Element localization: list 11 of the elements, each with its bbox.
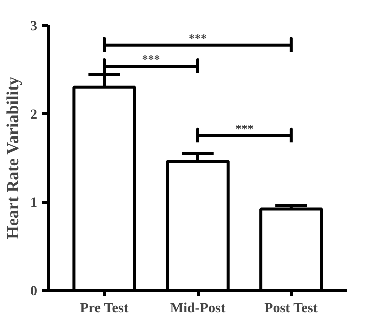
annotation: *** [189, 31, 207, 46]
y-tick-label: 1 [30, 196, 38, 212]
annotation: *** [142, 52, 160, 67]
x-tick-label: Post Test [264, 302, 318, 316]
y-tick-label: 0 [30, 284, 38, 300]
annotation: *** [236, 122, 254, 136]
y-axis-title: Heart Rate Variability [4, 76, 22, 240]
x-tick-label: Mid-Post [170, 302, 226, 316]
y-tick-label: 2 [30, 108, 38, 123]
y-tick-label: 3 [30, 20, 38, 34]
x-tick-label: Pre Test [80, 302, 129, 316]
